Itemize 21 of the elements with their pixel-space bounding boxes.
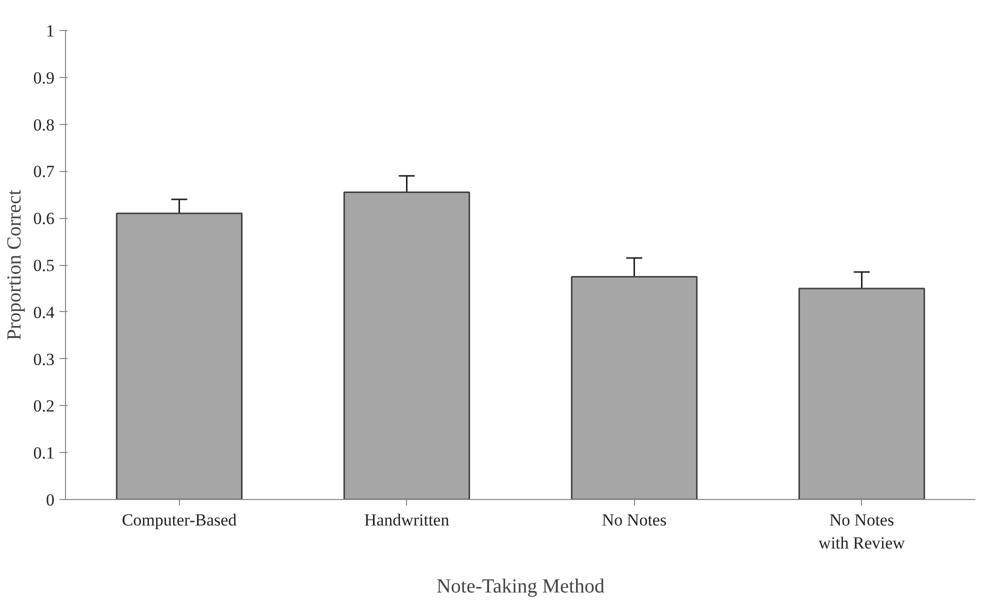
- y-tick-label: 0.5: [33, 256, 54, 275]
- y-tick-label: 0.1: [33, 444, 54, 463]
- y-tick-label: 0.8: [33, 115, 54, 134]
- y-tick-label: 0.9: [33, 68, 54, 88]
- x-tick-label: Handwritten: [364, 510, 450, 530]
- y-tick-label: 0.6: [33, 209, 54, 228]
- x-axis-title: Note-Taking Method: [436, 575, 605, 598]
- bar: [116, 212, 243, 500]
- x-tick-label: No Notes with Review: [818, 510, 906, 552]
- bar: [570, 276, 698, 500]
- bar: [798, 288, 926, 500]
- y-tick-label: 0.7: [33, 162, 55, 182]
- y-tick-label: 0.4: [33, 302, 55, 322]
- bar: [343, 192, 470, 500]
- y-tick-label: 0.2: [33, 396, 54, 416]
- x-tick-label: Computer-Based: [122, 510, 238, 530]
- y-tick-label: 1: [46, 22, 54, 40]
- y-tick-label: 0.3: [33, 350, 54, 369]
- x-tick-label: No Notes: [602, 510, 667, 530]
- y-axis-title: Proportion Correct: [3, 189, 26, 340]
- y-tick-label: 0: [46, 490, 54, 510]
